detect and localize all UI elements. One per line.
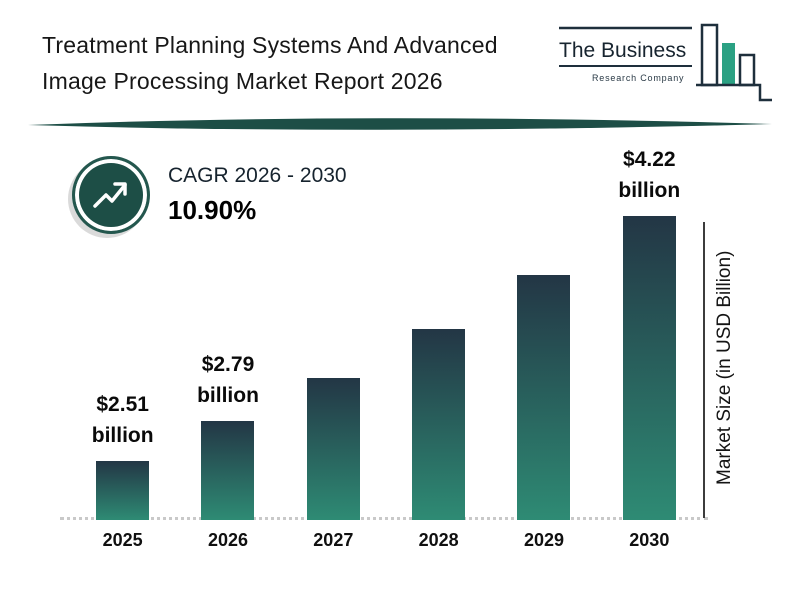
bar-column-2028 <box>386 329 491 520</box>
bar-column-2027 <box>281 378 386 520</box>
bar-2025 <box>96 461 150 520</box>
page-title-line1: Treatment Planning Systems And Advanced <box>42 32 498 58</box>
page-title: Treatment Planning Systems And Advanced … <box>42 27 562 99</box>
bar-value-amount: $2.79 <box>201 353 255 376</box>
bar-2029 <box>517 275 571 520</box>
bar-value-unit: billion <box>197 384 259 407</box>
divider-shape <box>28 118 772 130</box>
bars: $2.51 billion $2.79 billion $4.22 billion <box>70 140 702 520</box>
y-axis-title: Market Size (in USD Billion) <box>714 250 735 486</box>
bar-2030 <box>622 216 676 520</box>
page-title-line2: Image Processing Market Report 2026 <box>42 68 443 94</box>
x-axis-label-2027: 2027 <box>313 530 354 550</box>
bar-value-label-2030: $4.22 billion <box>618 144 680 206</box>
logo-name-text: The Business <box>559 39 686 62</box>
bar-value-unit: billion <box>618 179 681 202</box>
x-axis-label-2025: 2025 <box>102 530 143 550</box>
logo-bar-icon-1 <box>700 23 719 87</box>
cagr-label: CAGR 2026 - 2030 <box>168 164 347 187</box>
x-axis-labels: 2025 2026 2027 2028 2029 2030 <box>70 530 702 551</box>
company-logo: The Business Research Company <box>559 23 772 102</box>
logo-bar-icon-3 <box>738 53 756 87</box>
bar-value-amount: $2.51 <box>96 393 149 416</box>
bar-value-label-2026: $2.79 billion <box>197 349 259 411</box>
cagr-value: 10.90% <box>168 195 257 225</box>
logo-bar-icon-2 <box>722 43 735 85</box>
x-axis-label-2028: 2028 <box>418 530 459 550</box>
bar-column-2030: $4.22 billion <box>597 144 702 520</box>
bar-column-2026: $2.79 billion <box>175 349 280 520</box>
cagr-growth-icon <box>72 156 150 234</box>
bar-2027 <box>306 378 360 520</box>
y-axis-line <box>703 222 705 518</box>
bar-column-2029 <box>491 275 596 520</box>
bar-value-amount: $4.22 <box>623 148 676 171</box>
bar-2026 <box>201 421 255 520</box>
bar-value-unit: billion <box>91 424 154 447</box>
header-divider <box>28 118 772 130</box>
trend-arrow-icon <box>93 182 127 208</box>
x-axis-label-2030: 2030 <box>629 530 670 550</box>
bar-column-2025: $2.51 billion <box>70 389 175 520</box>
x-axis-label-2029: 2029 <box>523 530 564 550</box>
bar-value-label-2025: $2.51 billion <box>92 389 154 451</box>
x-axis-baseline <box>60 517 708 520</box>
x-axis-label-2026: 2026 <box>207 530 249 550</box>
bar-2028 <box>412 329 466 520</box>
logo-step-line <box>696 83 772 102</box>
logo-sub-text: Research Company <box>592 73 684 83</box>
